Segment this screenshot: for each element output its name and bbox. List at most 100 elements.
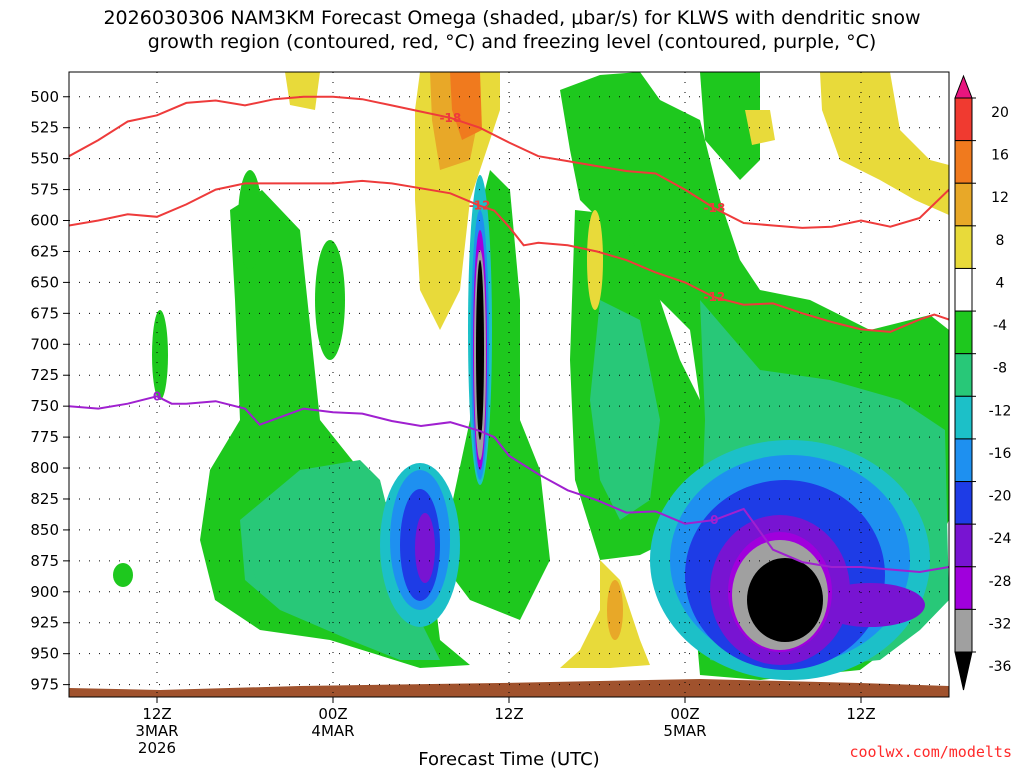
colorbar-label: 20	[991, 105, 1009, 121]
contour-line	[69, 179, 949, 333]
ascent-layer-teal-3	[590, 300, 660, 520]
descent-region-3	[450, 72, 482, 140]
y-tick-label: 950	[30, 645, 59, 663]
y-tick-label: 775	[30, 428, 59, 446]
colorbar-label: -36	[989, 659, 1012, 675]
descent-region-5	[820, 72, 949, 215]
ascent-core-black-2	[747, 558, 823, 642]
colorbar-swatch	[954, 395, 973, 440]
colorbar-label: -8	[993, 361, 1007, 377]
y-tick-label: 750	[30, 397, 59, 415]
colorbar-swatch	[954, 438, 973, 483]
colorbar-swatch	[954, 481, 973, 525]
colorbar-swatch	[954, 140, 973, 184]
ascent-tail-violet	[815, 583, 925, 627]
contour-label: -18	[703, 201, 725, 215]
contour-line	[69, 95, 949, 229]
y-tick-label: 675	[30, 304, 59, 322]
colorbar-label: 4	[996, 275, 1005, 291]
omega-shaded-field	[113, 72, 949, 680]
x-tick-label: 2026	[138, 739, 176, 757]
colorbar-label: 16	[991, 148, 1009, 164]
colorbar-label: -20	[989, 489, 1012, 505]
terrain-fill	[69, 679, 949, 697]
ascent-cell-teal	[252, 525, 272, 585]
ascent-cell-d	[315, 240, 345, 360]
ascent-core-violet-1	[415, 513, 435, 583]
ascent-region-2	[440, 170, 550, 620]
ascent-layer-teal-1	[240, 460, 440, 660]
colorbar-bottom-arrow	[954, 651, 973, 691]
y-tick-label: 550	[30, 150, 59, 168]
y-tick-label: 500	[30, 88, 59, 106]
descent-cell-b	[607, 580, 623, 640]
title-line-2: growth region (contoured, red, °C) and f…	[148, 31, 877, 53]
ascent-cell-c	[113, 563, 133, 587]
x-tick-label: 00Z	[318, 705, 347, 723]
y-tick-label: 800	[30, 459, 59, 477]
colorbar-swatch	[954, 353, 973, 397]
y-tick-label: 725	[30, 366, 59, 384]
contour-label: 0	[710, 513, 718, 527]
y-tick-label: 875	[30, 552, 59, 570]
y-tick-label: 900	[30, 583, 59, 601]
descent-cell-a	[587, 210, 603, 310]
y-tick-label: 525	[30, 119, 59, 137]
credit-text[interactable]: coolwx.com/modelts	[849, 743, 1012, 761]
colorbar-label: -32	[989, 616, 1012, 632]
contour-line	[69, 395, 949, 574]
title: 2026030306 NAM3KM Forecast Omega (shaded…	[103, 7, 920, 53]
y-tick-label: 700	[30, 335, 59, 353]
colorbar-top-arrow	[954, 74, 973, 99]
x-tick-label: 4MAR	[311, 722, 354, 740]
descent-region-7	[560, 560, 650, 668]
column-black	[476, 260, 484, 440]
ascent-region-5	[700, 72, 760, 180]
descent-region-4	[285, 72, 320, 110]
colorbar-swatch	[954, 97, 973, 142]
colorbar-swatch	[954, 523, 973, 568]
contour-label: 0	[153, 389, 161, 403]
y-tick-label: 825	[30, 490, 59, 508]
colorbar-label: 12	[991, 190, 1009, 206]
title-line-1: 2026030306 NAM3KM Forecast Omega (shaded…	[103, 7, 920, 29]
colorbar-swatch	[954, 267, 973, 312]
colorbar-label: -12	[989, 403, 1012, 419]
colorbar-label: -4	[993, 318, 1007, 334]
y-tick-label: 925	[30, 614, 59, 632]
y-tick-label: 625	[30, 242, 59, 260]
x-tick-label: 5MAR	[663, 722, 706, 740]
colorbar-label: -16	[989, 446, 1012, 462]
colorbar-swatch	[954, 225, 973, 269]
contour-label: -12	[469, 199, 491, 213]
gridlines	[69, 72, 949, 697]
descent-region-6	[745, 110, 775, 145]
y-tick-label: 850	[30, 521, 59, 539]
y-tick-label: 650	[30, 273, 59, 291]
x-axis-label: Forecast Time (UTC)	[418, 749, 599, 768]
temperature-contours: -18 -18 -12 -12 0 0	[69, 95, 949, 574]
ascent-cell-b	[152, 310, 168, 400]
colorbar-swatch	[954, 310, 973, 355]
colorbar-swatch	[954, 608, 973, 653]
colorbar-swatch	[954, 566, 973, 610]
x-tick-label: 12Z	[494, 705, 523, 723]
y-tick-label: 575	[30, 181, 59, 199]
y-axis: 500 525 550 575 600 625 650 675 700 725 750 775 800 8…	[30, 88, 69, 694]
colorbar: 20 16 12 8 4 -4 -8 -12 -16 -20 -24 -28 -32 -36	[954, 74, 1012, 691]
ascent-cell-a	[238, 170, 262, 270]
x-tick-label: 12Z	[142, 705, 171, 723]
y-tick-label: 975	[30, 676, 59, 694]
x-tick-label: 00Z	[670, 705, 699, 723]
colorbar-swatch	[954, 182, 973, 227]
colorbar-label: 8	[996, 233, 1005, 249]
terrain-layer	[69, 679, 949, 697]
colorbar-label: -24	[989, 531, 1012, 547]
contour-label: -18	[439, 111, 461, 125]
x-tick-label: 3MAR	[135, 722, 178, 740]
y-tick-label: 600	[30, 212, 59, 230]
contour-label: -12	[703, 290, 725, 304]
colorbar-label: -28	[989, 574, 1012, 590]
